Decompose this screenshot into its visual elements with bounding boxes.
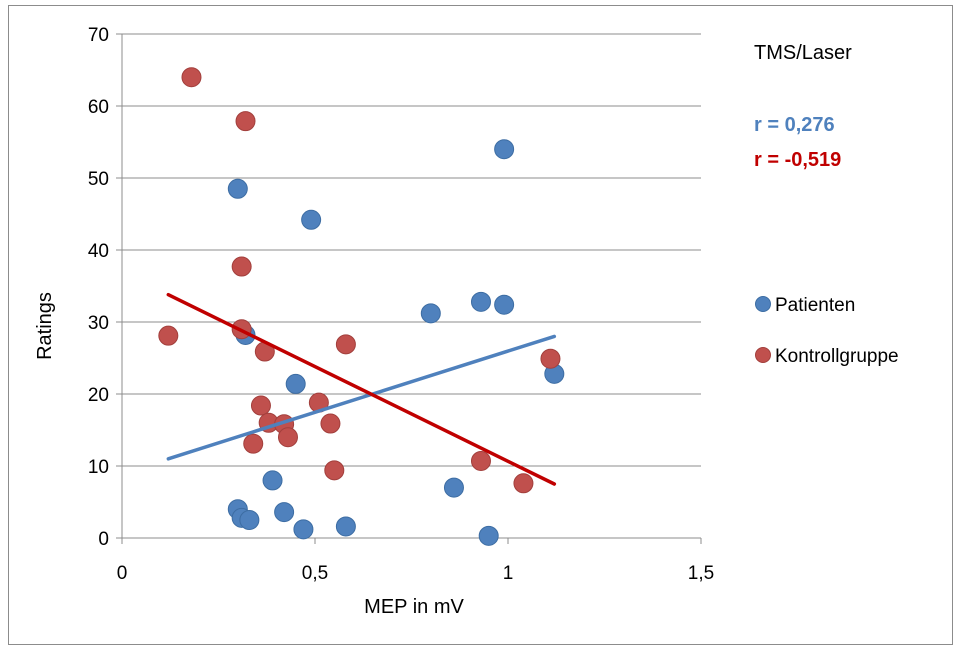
y-tick-label: 30 xyxy=(88,313,109,334)
chart-frame: 0 10 20 30 40 50 60 70 0 0,5 1 1,5 Ratings MEP in m… xyxy=(8,5,953,645)
data-points xyxy=(158,67,565,546)
scatter-chart: 0 10 20 30 40 50 60 70 0 0,5 1 1,5 Ratings MEP in m… xyxy=(34,25,899,618)
x-tick-label: 1,5 xyxy=(688,563,714,584)
point-patienten xyxy=(478,525,499,546)
point-kontrollgruppe xyxy=(235,111,256,132)
point-patienten xyxy=(420,303,441,324)
legend-marker-kontrollgruppe xyxy=(755,347,771,363)
trendline-kontrollgruppe xyxy=(166,292,557,486)
point-patienten xyxy=(293,519,314,540)
point-patienten xyxy=(227,178,248,199)
y-tick-label: 10 xyxy=(88,457,109,478)
y-axis-label: Ratings xyxy=(34,292,56,360)
axes xyxy=(116,33,702,544)
y-tick-label: 70 xyxy=(88,25,109,46)
y-tick-label: 40 xyxy=(88,241,109,262)
point-kontrollgruppe xyxy=(324,460,345,481)
legend: Patienten Kontrollgruppe xyxy=(755,295,899,367)
point-kontrollgruppe xyxy=(335,334,356,355)
point-kontrollgruppe xyxy=(250,395,271,416)
point-kontrollgruppe xyxy=(470,450,491,471)
point-patienten xyxy=(335,516,356,537)
x-tick-label: 1 xyxy=(503,563,514,584)
x-tick-label: 0 xyxy=(117,563,128,584)
chart-title: TMS/Laser xyxy=(754,42,852,64)
point-kontrollgruppe xyxy=(243,433,264,454)
grid-lines xyxy=(122,33,701,467)
point-patienten xyxy=(285,373,306,394)
point-patienten xyxy=(494,139,515,160)
point-kontrollgruppe xyxy=(231,256,252,277)
legend-label-patienten: Patienten xyxy=(775,295,855,316)
point-patienten xyxy=(239,510,260,530)
point-patienten xyxy=(262,470,283,491)
tick-labels: 0 10 20 30 40 50 60 70 0 0,5 1 1,5 xyxy=(88,25,714,584)
x-tick-label: 0,5 xyxy=(302,563,328,584)
point-kontrollgruppe xyxy=(158,325,179,346)
x-axis-label: MEP in mV xyxy=(364,596,464,618)
point-kontrollgruppe xyxy=(513,473,534,494)
point-kontrollgruppe xyxy=(277,427,298,448)
legend-marker-patienten xyxy=(755,296,771,312)
point-patienten xyxy=(301,209,322,230)
point-kontrollgruppe xyxy=(540,348,561,369)
point-kontrollgruppe xyxy=(320,413,341,434)
point-patienten xyxy=(470,291,491,312)
y-tick-label: 0 xyxy=(98,529,109,550)
y-tick-label: 60 xyxy=(88,97,109,118)
legend-label-kontrollgruppe: Kontrollgruppe xyxy=(775,346,899,367)
correlation-kontrollgruppe: r = -0,519 xyxy=(754,149,841,171)
correlation-patienten: r = 0,276 xyxy=(754,114,835,136)
point-patienten xyxy=(274,502,295,523)
trendline-patienten xyxy=(166,334,557,461)
point-patienten xyxy=(494,294,515,315)
y-tick-label: 20 xyxy=(88,385,109,406)
y-tick-label: 50 xyxy=(88,169,109,190)
point-patienten xyxy=(443,477,464,498)
point-kontrollgruppe xyxy=(181,67,202,88)
